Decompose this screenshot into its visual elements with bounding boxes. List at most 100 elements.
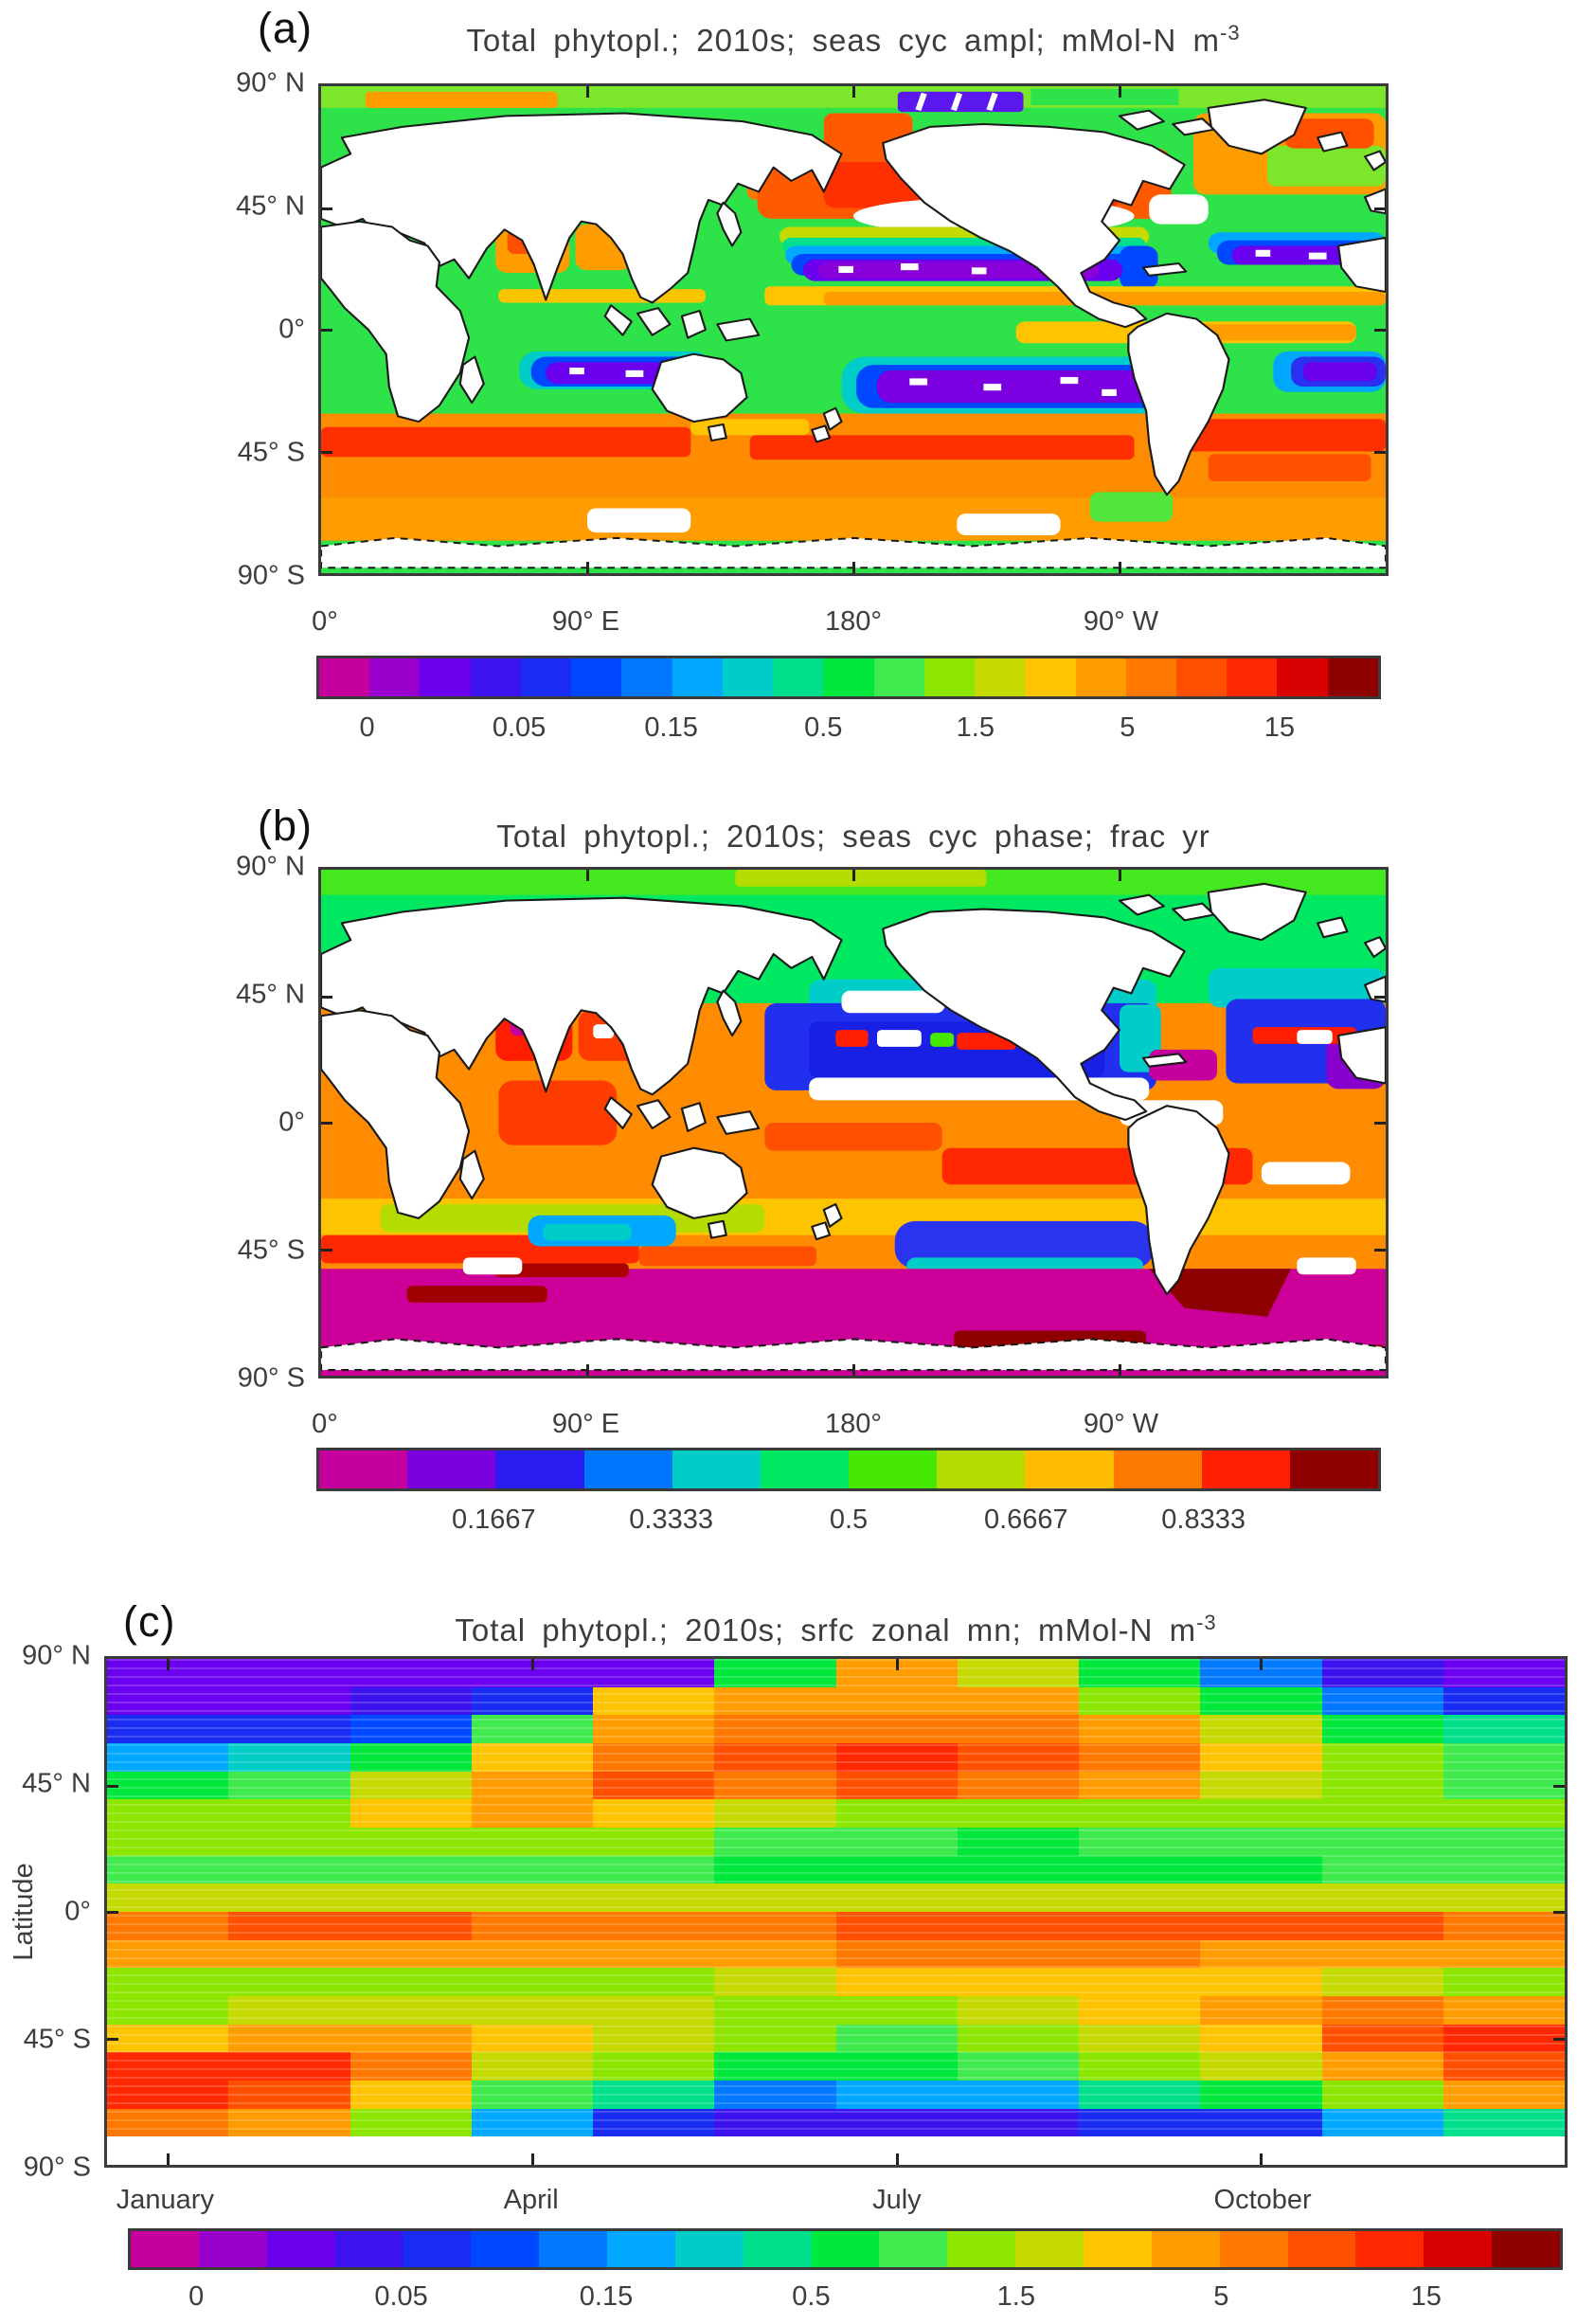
- heatmap-cell: [1079, 1996, 1201, 2025]
- heatmap-cell: [957, 1659, 1079, 1687]
- heatmap-cell: [957, 2136, 1079, 2166]
- lat-tick-label: 45° N: [236, 190, 305, 222]
- colorbar-segment: [1025, 1450, 1114, 1488]
- colorbar-segment: [607, 2231, 675, 2267]
- heatmap-cell: [957, 1828, 1079, 1856]
- colorbar-segment: [407, 1450, 496, 1488]
- heatmap-cell: [228, 1715, 350, 1744]
- heatmap-cell: [471, 1855, 593, 1884]
- panel-c-title: Total phytopl.; 2010s; srfc zonal mn; mM…: [104, 1611, 1568, 1648]
- heatmap-cell: [1079, 1883, 1201, 1913]
- heatmap-cell: [1079, 1828, 1201, 1856]
- heatmap-cell: [714, 1686, 836, 1716]
- lat-tick-label: 45° N: [236, 979, 305, 1010]
- heatmap-cell: [107, 1828, 229, 1856]
- colorbar-tick-label: 0.3333: [629, 1504, 714, 1535]
- heatmap-cell: [714, 1659, 836, 1687]
- heatmap-cell: [835, 1799, 958, 1829]
- panel-c-tag: (c): [123, 1597, 176, 1646]
- heatmap-month-column: [471, 1659, 593, 2166]
- lon-tick-label: 90° E: [551, 1409, 620, 1439]
- axis-tick: [1553, 1784, 1565, 1788]
- axis-tick: [895, 1659, 899, 1670]
- heatmap-cell: [835, 1771, 958, 1800]
- heatmap-cell: [228, 1828, 350, 1856]
- colorbar-tick-label: 0.15: [579, 2281, 634, 2312]
- panel-b-tag: (b): [258, 802, 313, 850]
- heatmap-cell: [1321, 1743, 1443, 1772]
- heatmap-cell: [835, 2052, 958, 2081]
- heatmap-cell: [835, 1715, 958, 1744]
- heatmap-cell: [471, 1743, 593, 1772]
- heatmap-cell: [835, 1743, 958, 1772]
- heatmap-cell: [1321, 2136, 1443, 2166]
- heatmap-cell: [228, 2024, 350, 2053]
- heatmap-cell: [471, 1828, 593, 1856]
- lon-tick-label: 90° W: [1083, 606, 1159, 637]
- axis-tick: [107, 1911, 118, 1914]
- lon-tick-label: 90° E: [551, 606, 620, 637]
- lat-tick-label: 45° S: [23, 2024, 91, 2055]
- axis-tick: [852, 562, 855, 573]
- heatmap-cell: [835, 2024, 958, 2053]
- heatmap-cell: [714, 1912, 836, 1940]
- heatmap-cell: [1200, 1912, 1322, 1940]
- heatmap-cell: [1443, 1743, 1565, 1772]
- heatmap-cell: [1443, 2136, 1565, 2166]
- axis-tick: [321, 450, 332, 454]
- heatmap-cell: [1443, 2024, 1565, 2053]
- heatmap-cell: [349, 2081, 472, 2109]
- heatmap-cell: [957, 1743, 1079, 1772]
- colorbar-segment: [1151, 2231, 1220, 2267]
- lat-tick-label: 45° N: [22, 1768, 91, 1799]
- heatmap-cell: [1321, 1996, 1443, 2025]
- heatmap-cell: [1321, 1855, 1443, 1884]
- heatmap-cell: [228, 1743, 350, 1772]
- axis-tick: [321, 329, 332, 332]
- axis-tick: [1374, 1122, 1386, 1125]
- heatmap-cell: [228, 1659, 350, 1687]
- heatmap-cell: [1079, 2081, 1201, 2109]
- heatmap-cell: [1079, 1968, 1201, 1997]
- axis-tick: [586, 562, 589, 573]
- heatmap-cell: [957, 1912, 1079, 1940]
- heatmap-cell: [957, 1686, 1079, 1716]
- heatmap-cell: [349, 1686, 472, 1716]
- colorbar-tick-label: 1.5: [996, 2281, 1036, 2312]
- lat-tick-label: 0°: [278, 314, 305, 345]
- heatmap-cell: [1321, 1686, 1443, 1716]
- colorbar-segment: [1219, 2231, 1288, 2267]
- colorbar-segment: [1125, 658, 1176, 696]
- colorbar-segment: [1201, 1450, 1290, 1488]
- axis-tick: [321, 995, 332, 999]
- heatmap-cell: [1200, 1968, 1322, 1997]
- heatmap-cell: [107, 1771, 229, 1800]
- heatmap-cell: [1200, 2108, 1322, 2137]
- colorbar-segment: [319, 658, 370, 696]
- lat-tick-label: 90° S: [23, 2152, 91, 2183]
- heatmap-cell: [107, 1686, 229, 1716]
- heatmap-cell: [1321, 1968, 1443, 1997]
- colorbar-tick-label: 0.8333: [1161, 1504, 1246, 1535]
- heatmap-cell: [714, 2024, 836, 2053]
- colorbar-segment: [198, 2231, 267, 2267]
- heatmap-cell: [1200, 1771, 1322, 1800]
- heatmap-cell: [593, 1968, 715, 1997]
- heatmap-cell: [1200, 1939, 1322, 1969]
- heatmap-cell: [1321, 1912, 1443, 1940]
- colorbar-segment: [722, 658, 774, 696]
- heatmap-cell: [593, 1912, 715, 1940]
- world-map-phase: [318, 867, 1389, 1378]
- heatmap-month-column: [835, 1659, 958, 2166]
- heatmap-month-column: [714, 1659, 836, 2166]
- heatmap-cell: [714, 2136, 836, 2166]
- heatmap-cell: [1321, 1799, 1443, 1829]
- colorbar-segment: [319, 1450, 408, 1488]
- heatmap-cell: [1443, 1715, 1565, 1744]
- colorbar-segment: [923, 658, 976, 696]
- axis-tick: [530, 2153, 534, 2165]
- heatmap-cell: [714, 1855, 836, 1884]
- panel-b-title-text: Total phytopl.; 2010s; seas cyc phase; f…: [496, 819, 1210, 854]
- colorbar-tick-label: 5: [1213, 2281, 1229, 2312]
- heatmap-cell: [1079, 1715, 1201, 1744]
